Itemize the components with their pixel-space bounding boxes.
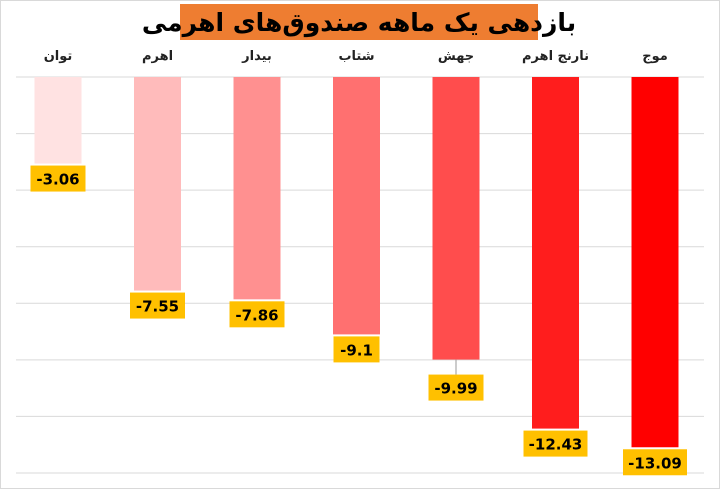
category-label: بیدار: [241, 49, 272, 64]
data-label: -7.86: [235, 306, 278, 324]
bar: [34, 77, 82, 164]
bar: [532, 77, 579, 429]
bar: [333, 77, 380, 335]
data-label: -13.09: [628, 454, 682, 472]
bar: [233, 77, 281, 300]
bar: [134, 77, 181, 291]
bars: [34, 77, 679, 448]
data-label-box: [428, 374, 484, 401]
data-label: -7.55: [136, 298, 179, 316]
category-label: نارنج اهرم: [522, 49, 589, 64]
data-label-box: [523, 430, 588, 457]
data-label: -12.43: [529, 436, 583, 454]
bar: [432, 77, 480, 360]
data-label-box: [229, 301, 285, 328]
category-label: جهش: [438, 49, 474, 64]
category-label: شتاب: [338, 49, 374, 64]
data-label-box: [130, 292, 185, 319]
data-label: -9.99: [434, 380, 477, 398]
chart-title-box: بازدهی یک ماهه صندوق‌های اهرمی: [142, 4, 576, 40]
category-label: موج: [642, 49, 668, 64]
data-label-box: [30, 165, 86, 192]
bar: [631, 77, 679, 448]
data-label: -9.1: [340, 341, 373, 359]
data-label: -3.06: [36, 171, 79, 189]
category-label: اهرم: [142, 49, 173, 64]
category-label: توان: [44, 49, 73, 64]
chart-title: بازدهی یک ماهه صندوق‌های اهرمی: [141, 7, 577, 37]
data-label-box: [333, 336, 380, 363]
category-labels: موج نارنج اهرم جهش شتاب بیدار اهرم توان: [44, 49, 668, 64]
data-labels: -13.09 -12.43 -9.99 -9.1 -7.86 -7.55 -3.06: [30, 165, 687, 476]
data-label-box: [623, 449, 687, 476]
